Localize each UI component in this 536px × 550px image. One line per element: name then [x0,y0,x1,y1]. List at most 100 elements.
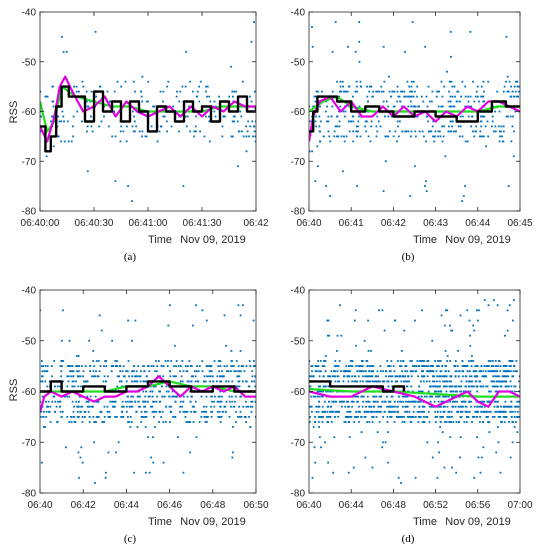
sample-point [440,105,443,108]
sample-point [377,375,379,378]
sample-point [482,370,485,373]
sample-point [461,200,463,202]
sample-point [352,120,355,123]
sample-point [367,100,369,103]
sample-point [57,135,60,138]
sample-point [464,410,467,413]
sample-point [208,120,211,123]
sample-point [480,405,482,408]
sample-point [315,115,317,118]
sample-point [353,421,356,423]
sample-point [80,385,82,388]
sample-point [54,410,56,413]
sample-point [346,400,348,403]
sample-point [321,90,323,93]
sample-point [205,85,207,88]
sample-point [439,426,441,428]
sample-point [141,135,143,138]
sample-point [507,185,510,187]
sample-point [153,410,156,413]
sample-point [471,421,473,423]
sample-point [245,125,247,128]
sample-point [322,410,325,413]
sample-point [168,395,171,398]
sample-point [198,85,200,88]
sample-point [432,370,435,373]
sample-point [186,395,189,398]
sample-point [408,95,410,98]
sample-point [467,95,470,98]
sample-point [194,410,197,413]
sample-point [57,115,60,118]
sample-point [75,355,78,357]
x-tick-label: 06:42 [381,218,406,229]
sample-point [129,426,132,428]
sample-point [416,410,419,413]
sample-point [410,375,413,378]
sample-point [93,421,95,423]
sample-point [227,370,230,373]
sample-point [343,400,345,403]
sample-point [383,400,386,403]
sample-point [134,380,137,383]
sample-point [254,140,256,143]
sample-point [366,95,369,98]
sample-point [144,395,147,398]
sample-point [326,416,328,418]
sample-point [180,380,182,383]
sample-point [367,135,370,138]
sample-point [148,370,151,373]
sample-point [328,400,331,403]
sample-point [242,304,244,307]
sample-point [510,370,512,373]
sample-point [440,400,443,403]
sample-point [510,416,513,418]
sample-point [404,395,407,398]
sample-point [470,360,473,362]
sample-point [352,400,354,403]
sample-point [330,370,333,373]
sample-point [356,85,358,88]
sample-point [311,26,313,28]
sample-point [327,334,329,337]
sample-point [391,395,394,398]
sample-point [375,400,377,403]
sample-point [105,360,108,362]
sample-point [515,416,518,418]
sample-point [166,365,169,367]
sample-point [49,421,52,423]
sample-point [342,170,344,173]
sample-point [311,150,313,153]
sample-point [448,125,450,128]
sample-point [67,140,70,143]
sample-point [322,135,325,138]
sample-point [383,329,386,332]
sample-point [431,339,434,342]
sample-point [403,395,405,398]
sample-point [251,370,254,373]
sample-point [497,416,500,418]
sample-point [95,416,98,418]
sample-point [211,375,214,378]
sample-point [114,416,116,418]
sample-point [363,410,366,413]
sample-point [199,130,201,133]
sample-point [160,125,162,128]
sample-point [373,380,376,383]
sample-point [165,405,167,408]
sample-point [319,416,322,418]
sample-point [344,370,347,373]
sample-point [443,125,445,128]
sample-point [499,385,502,388]
sample-point [60,416,63,418]
sample-point [239,370,242,373]
sample-point [494,385,497,388]
sample-point [321,365,324,367]
sample-point [343,375,346,378]
sample-point [98,370,101,373]
sample-point [471,115,474,118]
sample-point [147,365,149,367]
sample-point [91,375,93,378]
sample-point [128,421,130,423]
sample-point [426,105,429,108]
